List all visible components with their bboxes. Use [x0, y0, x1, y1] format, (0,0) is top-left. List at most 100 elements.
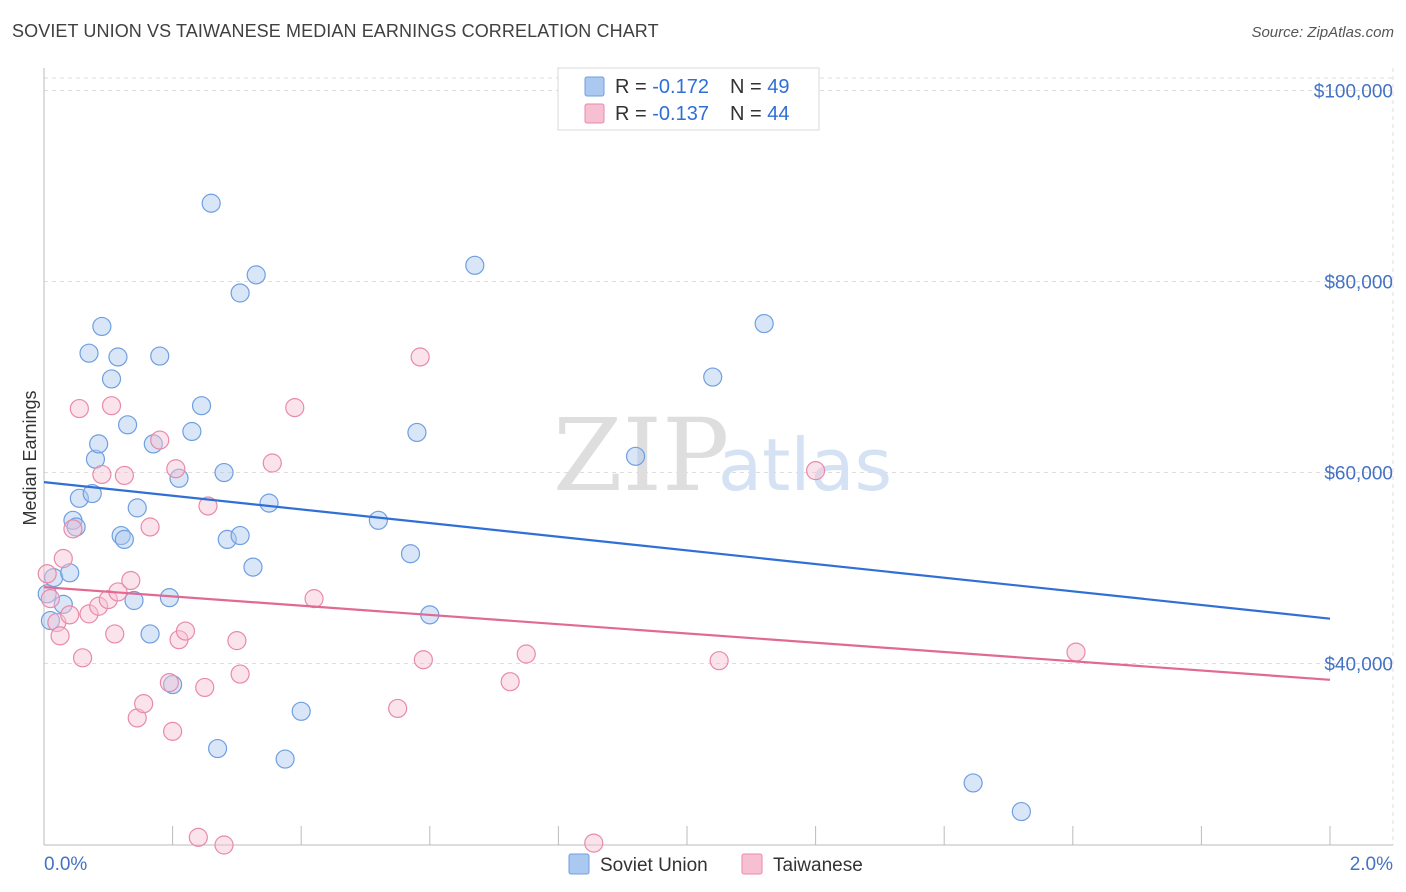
- point-soviet-union: [246, 265, 266, 285]
- point-soviet-union: [69, 488, 89, 508]
- point-taiwanese: [60, 605, 80, 625]
- point-soviet-union: [117, 415, 138, 435]
- point-soviet-union: [124, 590, 144, 611]
- point-soviet-union: [108, 347, 128, 367]
- point-taiwanese: [72, 648, 93, 668]
- point-taiwanese: [40, 589, 61, 609]
- point-taiwanese: [304, 589, 324, 609]
- point-soviet-union: [230, 525, 250, 546]
- point-taiwanese: [195, 677, 215, 698]
- point-soviet-union: [625, 446, 646, 466]
- point-taiwanese: [121, 570, 141, 591]
- point-soviet-union: [127, 498, 147, 518]
- point-soviet-union: [89, 434, 109, 454]
- point-taiwanese: [166, 459, 186, 479]
- point-soviet-union: [963, 773, 983, 793]
- point-soviet-union: [259, 493, 279, 513]
- point-taiwanese: [388, 698, 408, 719]
- x-axis-ticks: [43, 826, 1331, 845]
- point-soviet-union: [465, 255, 485, 275]
- y-tick-label: $80,000: [1324, 273, 1393, 294]
- point-soviet-union: [163, 674, 183, 695]
- point-taiwanese: [227, 631, 247, 651]
- point-soviet-union: [201, 193, 221, 213]
- point-soviet-union: [214, 462, 234, 483]
- point-soviet-union: [217, 529, 237, 550]
- y-axis-label: Median Earnings: [20, 390, 40, 525]
- point-soviet-union: [114, 529, 134, 550]
- point-taiwanese: [159, 673, 179, 693]
- y-tick-label: $40,000: [1324, 655, 1393, 676]
- bottom-legend: Soviet Union Taiwanese: [568, 853, 863, 876]
- point-taiwanese: [584, 833, 604, 853]
- point-taiwanese: [516, 644, 536, 664]
- point-soviet-union: [60, 563, 80, 583]
- point-taiwanese: [500, 672, 520, 692]
- point-taiwanese: [1066, 642, 1086, 662]
- axes: [43, 68, 1393, 846]
- point-taiwanese: [805, 461, 826, 481]
- point-taiwanese: [413, 650, 433, 670]
- point-soviet-union: [208, 738, 228, 759]
- watermark: ZIP atlas: [553, 397, 892, 514]
- point-soviet-union: [92, 316, 112, 337]
- x-tick-label-max: 2.0%: [1350, 854, 1393, 875]
- point-taiwanese: [150, 430, 170, 450]
- point-taiwanese: [175, 621, 196, 641]
- point-taiwanese: [214, 835, 234, 855]
- point-soviet-union: [243, 557, 263, 577]
- point-taiwanese: [101, 396, 122, 416]
- point-taiwanese: [285, 398, 305, 418]
- bottom-legend-swatch-taiwanese: [741, 853, 763, 875]
- point-taiwanese: [163, 721, 183, 741]
- point-taiwanese: [37, 564, 57, 584]
- point-taiwanese: [709, 651, 729, 671]
- point-soviet-union: [275, 749, 295, 769]
- x-tick-label-min: 0.0%: [44, 854, 87, 875]
- legend: R = -0.172 N = 49 R = -0.137 N = 44: [557, 67, 820, 131]
- point-taiwanese: [63, 519, 83, 539]
- point-taiwanese: [114, 465, 134, 486]
- point-taiwanese: [262, 453, 282, 473]
- legend-n-label: N = 49: [730, 76, 790, 98]
- point-soviet-union: [703, 367, 723, 387]
- point-soviet-union: [400, 544, 421, 564]
- point-soviet-union: [150, 346, 170, 366]
- point-taiwanese: [198, 496, 218, 516]
- watermark-zip: ZIP: [553, 397, 729, 514]
- point-soviet-union: [66, 517, 86, 537]
- point-taiwanese: [92, 464, 112, 485]
- legend-r-label: R = -0.172: [615, 76, 709, 98]
- point-taiwanese: [105, 624, 125, 644]
- legend-swatch-taiwanese: [584, 103, 605, 124]
- y-tick-label: $60,000: [1324, 464, 1393, 485]
- data-points: [37, 193, 1086, 855]
- point-taiwanese: [188, 827, 208, 847]
- point-taiwanese: [69, 398, 89, 419]
- legend-r-label: R = -0.137: [615, 103, 709, 125]
- point-soviet-union: [182, 421, 202, 442]
- point-taiwanese: [50, 626, 70, 646]
- point-soviet-union: [191, 396, 212, 416]
- point-soviet-union: [407, 422, 427, 443]
- chart-title: SOVIET UNION VS TAIWANESE MEDIAN EARNING…: [12, 21, 659, 41]
- point-taiwanese: [410, 347, 430, 367]
- point-taiwanese: [127, 708, 147, 728]
- legend-n-label: N = 44: [730, 103, 790, 125]
- watermark-atlas: atlas: [718, 423, 892, 507]
- point-taiwanese: [98, 589, 118, 610]
- point-soviet-union: [79, 343, 99, 363]
- bottom-legend-label-soviet-union: Soviet Union: [600, 855, 708, 876]
- point-taiwanese: [134, 694, 154, 714]
- y-tick-label: $100,000: [1314, 82, 1393, 103]
- legend-swatch-soviet-union: [584, 76, 605, 97]
- point-taiwanese: [140, 517, 160, 537]
- bottom-legend-swatch-soviet-union: [568, 853, 590, 875]
- point-soviet-union: [291, 701, 311, 721]
- point-taiwanese: [230, 664, 250, 684]
- trend-line-taiwanese: [43, 586, 1331, 681]
- point-soviet-union: [140, 624, 160, 644]
- trend-line-soviet-union: [43, 481, 1331, 620]
- point-soviet-union: [754, 313, 774, 334]
